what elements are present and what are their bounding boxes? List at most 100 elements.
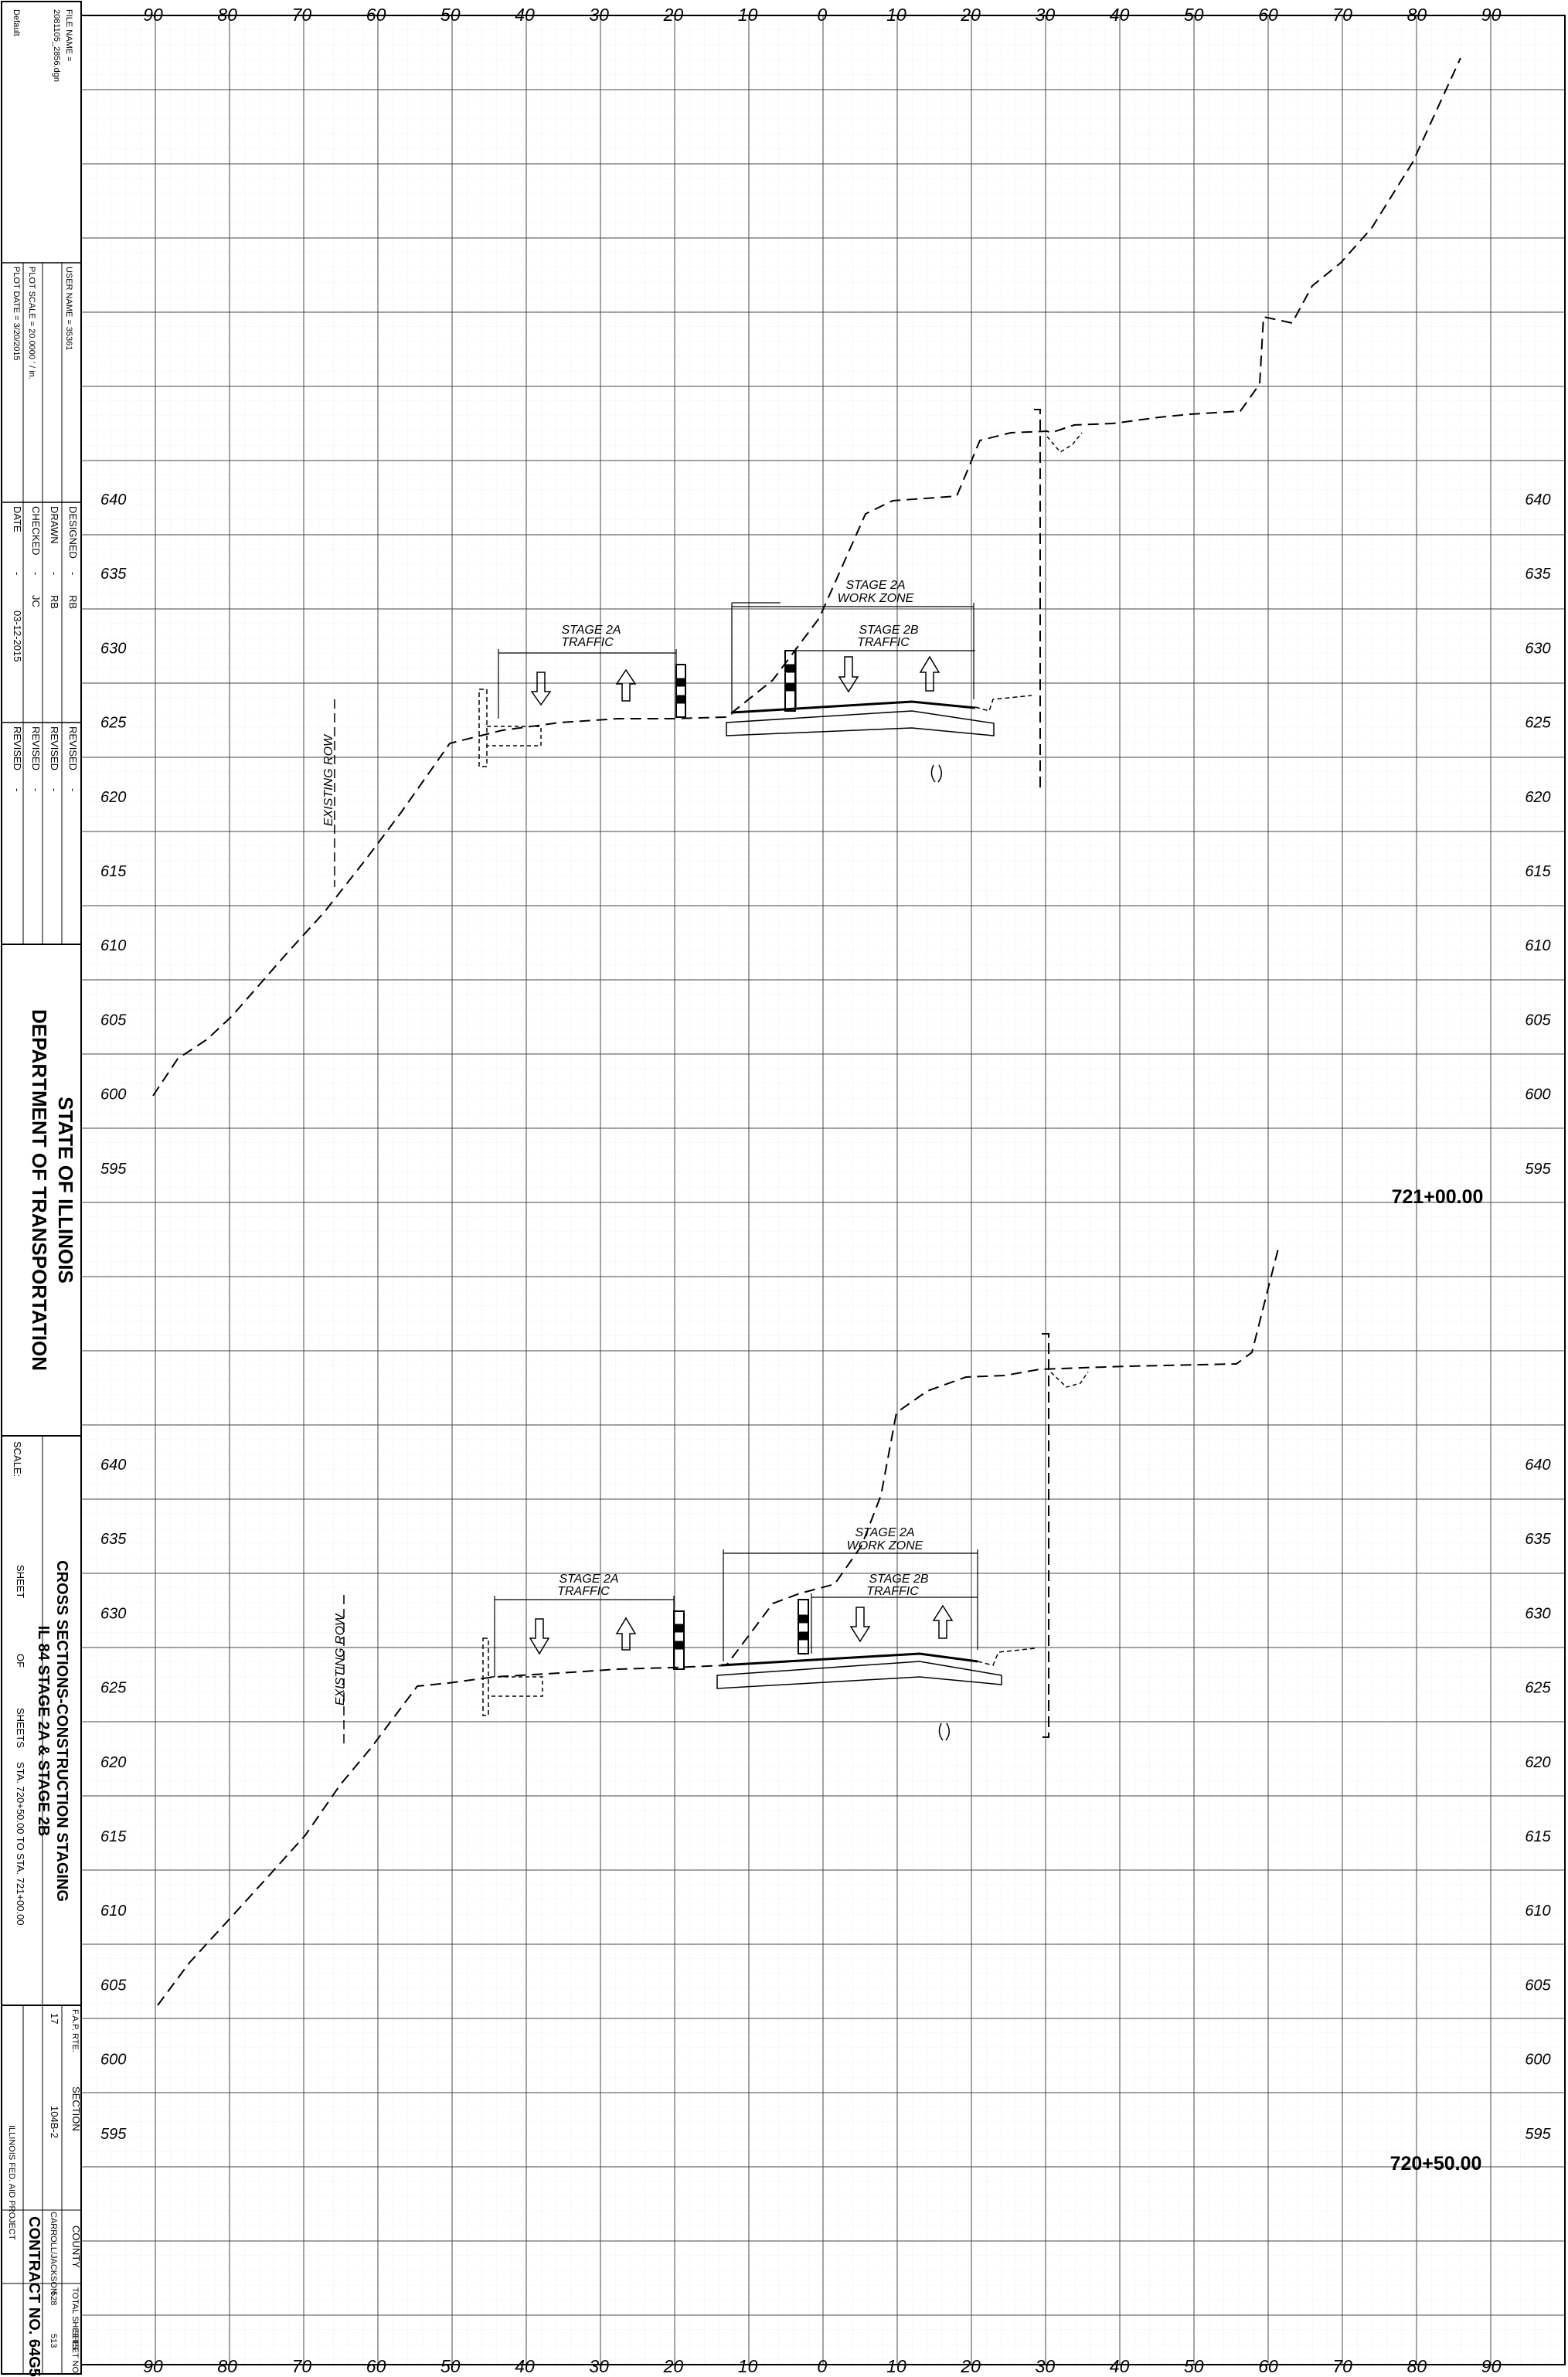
southbound-arrow-2 xyxy=(838,656,859,693)
date-dash: - xyxy=(12,572,23,575)
offset-label-top: 10 xyxy=(886,5,906,25)
elevation-label-right: 625 xyxy=(1525,715,1551,732)
elevation-label-right: 595 xyxy=(1525,1161,1551,1178)
section-label: SECTION xyxy=(70,2086,82,2131)
elevation-label-left: 610 xyxy=(100,1903,126,1920)
offset-label-bottom: 80 xyxy=(1407,2356,1427,2376)
drum-stripe xyxy=(784,664,796,673)
existing-row-label: EXISTING ROW xyxy=(322,733,335,826)
revised-label-4: REVISED xyxy=(12,726,23,770)
total-sheets-label: TOTAL SHEETS xyxy=(70,2287,80,2350)
offset-label-top: 80 xyxy=(1407,5,1427,25)
right-ditch xyxy=(1046,432,1083,453)
elevation-label-right: 630 xyxy=(1525,1605,1550,1622)
offset-label-bottom: 70 xyxy=(1332,2356,1352,2376)
channelizer-drum-lower-2 xyxy=(798,1599,809,1654)
offset-label-bottom: 40 xyxy=(515,2356,535,2376)
northbound-arrow-lower-2 xyxy=(932,1604,954,1639)
elevation-label-left: 600 xyxy=(100,2052,126,2069)
cross-section-720-50 xyxy=(157,1245,1280,2006)
scale-label: SCALE: xyxy=(12,1441,23,1477)
revised-label-1: REVISED xyxy=(67,726,79,770)
section-value: 104B-2 xyxy=(49,2106,60,2138)
designed-dash: - xyxy=(67,572,79,575)
elevation-label-right: 635 xyxy=(1525,1531,1551,1548)
drawn-value: RB xyxy=(49,595,60,609)
elevation-labels-upper: 640 640 635 635 630 630 625 625 620 620 615 615 610 6… xyxy=(100,491,1552,1178)
elevation-label-right: 625 xyxy=(1525,1680,1551,1697)
offset-label-top: 30 xyxy=(1036,5,1056,25)
elevation-label-left: 620 xyxy=(100,1754,126,1771)
offset-label-top: 0 xyxy=(817,5,827,25)
stage-2a-work-label-2: WORK ZONE xyxy=(838,592,914,605)
elevation-label-left: 630 xyxy=(100,640,126,657)
stage-2a-work-label-lower-1: STAGE 2A xyxy=(855,1526,914,1539)
drum-stripe xyxy=(675,678,686,687)
file-name-value: 2081105_2856.dgn xyxy=(52,9,61,82)
drum-stripe xyxy=(673,1624,685,1633)
section-720-50-annotations: EXISTING ROW STAGE 2A TRAFFIC STAGE 2A W… xyxy=(334,1526,1481,2175)
right-ditch-lower xyxy=(1050,1371,1089,1388)
offset-label-bottom: 90 xyxy=(143,2356,163,2376)
stage-2a-traffic-dim-lower xyxy=(494,1596,675,1677)
elevation-label-right: 615 xyxy=(1525,863,1551,880)
elevation-label-left: 615 xyxy=(100,1828,127,1845)
revised-dash-2: - xyxy=(49,788,60,791)
revised-dash-3: - xyxy=(30,788,42,791)
row-line-right-lower xyxy=(1042,1333,1049,1738)
stage-2a-work-label-lower-2: WORK ZONE xyxy=(847,1539,923,1552)
southbound-arrow-lower-2 xyxy=(849,1607,871,1643)
elevation-label-left: 610 xyxy=(100,937,126,954)
elevation-label-left: 625 xyxy=(100,1680,127,1697)
elevation-label-left: 595 xyxy=(100,1161,127,1178)
elevation-label-left: 615 xyxy=(100,863,127,880)
elevation-label-right: 600 xyxy=(1525,1086,1550,1103)
federal-aid-label: ILLINOIS FED. AID PROJECT xyxy=(7,2125,16,2240)
stage-2a-traffic-dim xyxy=(498,649,677,719)
elevation-label-left: 625 xyxy=(100,715,127,732)
drawn-label: DRAWN xyxy=(49,506,60,544)
stage-2b-traffic-label-lower-2: TRAFFIC xyxy=(866,1585,919,1598)
elevation-label-left: 620 xyxy=(100,789,126,806)
pavement-base xyxy=(726,710,995,736)
station-label-721: 721+00.00 xyxy=(1392,1186,1484,1208)
elevation-label-left: 640 xyxy=(100,491,126,508)
existing-ground-line xyxy=(152,57,1461,1097)
offset-label-bottom: 0 xyxy=(817,2356,827,2376)
elevation-label-right: 630 xyxy=(1525,640,1550,657)
elevation-label-right: 595 xyxy=(1525,2126,1551,2143)
offset-label-top: 50 xyxy=(440,5,461,25)
elevation-label-right: 600 xyxy=(1525,2052,1550,2069)
offset-label-top: 40 xyxy=(515,5,535,25)
offset-label-top: 70 xyxy=(1332,5,1352,25)
sheet-no-value: 513 xyxy=(49,2334,58,2348)
offset-label-bottom: 20 xyxy=(960,2356,981,2376)
file-name-label: FILE NAME = xyxy=(64,9,73,62)
barrier-left-lower xyxy=(482,1637,489,1716)
offset-label-bottom: 70 xyxy=(292,2356,312,2376)
northbound-arrow-lower xyxy=(615,1617,637,1651)
date-value: 03-12-2015 xyxy=(12,610,23,662)
county-value: CARROLL/JACKSON xyxy=(49,2212,58,2294)
stage-2b-traffic-label-1: STAGE 2B xyxy=(859,624,918,637)
of-label: OF xyxy=(15,1654,26,1668)
designed-value: RB xyxy=(67,595,79,609)
offset-label-top: 30 xyxy=(589,5,609,25)
plot-date-label: PLOT DATE = 3/20/2015 xyxy=(12,267,21,361)
stage-2a-work-zone-dim-lower xyxy=(723,1549,978,1661)
offset-label-bottom: 30 xyxy=(1036,2356,1056,2376)
agency-line-1: STATE OF ILLINOIS xyxy=(54,1097,77,1284)
channelizer-drum-2 xyxy=(784,650,796,712)
stage-2a-traffic-label-lower-1: STAGE 2A xyxy=(559,1573,618,1586)
contract-number: CONTRACT NO. 64G59 xyxy=(26,2216,43,2377)
elevation-label-right: 615 xyxy=(1525,1828,1551,1845)
elevation-labels-lower: 640 640 635 635 630 630 625 625 620 620 615 615 610 6… xyxy=(100,1457,1552,2143)
existing-row-label-lower: EXISTING ROW xyxy=(334,1613,347,1705)
date-label: DATE xyxy=(12,506,23,532)
northbound-arrow xyxy=(615,668,637,702)
offset-label-top: 70 xyxy=(292,5,312,25)
stage-2a-traffic-label-2: TRAFFIC xyxy=(561,636,614,649)
station-label-720-50: 720+50.00 xyxy=(1390,2153,1482,2175)
offset-label-top: 60 xyxy=(1258,5,1278,25)
